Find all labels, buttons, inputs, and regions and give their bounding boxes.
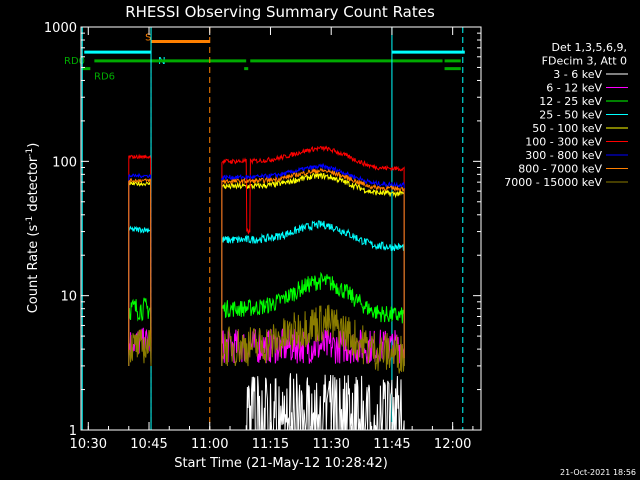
x-tick-label: 11:15 (252, 437, 289, 452)
y-tick-label: 100 (52, 155, 77, 170)
series-6 (128, 145, 405, 366)
flag-label-rd6: RD6 (94, 72, 115, 83)
legend-label: 12 - 25 keV (539, 95, 602, 108)
flag-label-rd0: RD0 (64, 56, 85, 67)
x-tick-label: 11:00 (191, 437, 228, 452)
legend-header: FDecim 3, Att 0 (542, 55, 627, 68)
legend-label: 800 - 7000 keV (518, 163, 602, 176)
y-tick-label: 1000 (44, 21, 77, 36)
x-axis: 10:30 10:45 11:00 11:15 11:30 11:45 12:00 (70, 27, 474, 452)
instrument-flags: SNRD0RD6 (64, 32, 465, 83)
series-line (221, 271, 405, 366)
series-line (128, 225, 152, 366)
y-tick-label: 1 (69, 424, 77, 439)
legend-label: 6 - 12 keV (546, 82, 602, 95)
y-axis: 1 10 100 1000 (44, 21, 481, 439)
x-tick-label: 12:00 (434, 437, 471, 452)
y-tick-label: 10 (60, 290, 77, 305)
series-line (221, 167, 405, 366)
series-3 (128, 271, 405, 366)
series-line (128, 180, 152, 366)
x-tick-label: 10:45 (130, 437, 167, 452)
legend-label: 25 - 50 keV (539, 109, 602, 122)
series-line (221, 304, 405, 374)
series-8 (128, 167, 405, 366)
legend-label: 300 - 800 keV (525, 149, 602, 162)
series-line (128, 153, 152, 366)
legend: Det 1,3,5,6,9,FDecim 3, Att 03 - 6 keV6 … (504, 41, 628, 189)
x-axis-label: Start Time (21-May-12 10:28:42) (174, 456, 388, 471)
series-7 (128, 162, 405, 366)
series-line (221, 172, 405, 366)
x-tick-label: 11:45 (373, 437, 410, 452)
legend-label: 50 - 100 keV (532, 122, 602, 135)
legend-label: 3 - 6 keV (553, 68, 602, 81)
plot-frame (80, 26, 482, 431)
generation-timestamp: 21-Oct-2021 18:56 (560, 468, 636, 477)
series-line (128, 172, 152, 366)
x-tick-label: 11:30 (312, 437, 349, 452)
x-tick-label: 10:30 (70, 437, 107, 452)
y-axis-label: Count Rate (s-1 detector-1) (25, 143, 41, 314)
series-line (128, 329, 152, 366)
series-9 (128, 304, 405, 374)
series-line (221, 145, 405, 366)
legend-header: Det 1,3,5,6,9, (551, 41, 627, 54)
series-line (128, 177, 152, 366)
chart-title: RHESSI Observing Summary Count Rates (125, 3, 435, 21)
series-5 (128, 172, 405, 366)
series-line (221, 220, 405, 366)
series-layer (128, 145, 405, 431)
series-4 (128, 220, 405, 366)
legend-label: 7000 - 15000 keV (504, 176, 602, 189)
series-line (128, 297, 152, 366)
legend-label: 100 - 300 keV (525, 136, 602, 149)
flag-label-s: S (145, 32, 151, 43)
series-line (221, 162, 405, 366)
